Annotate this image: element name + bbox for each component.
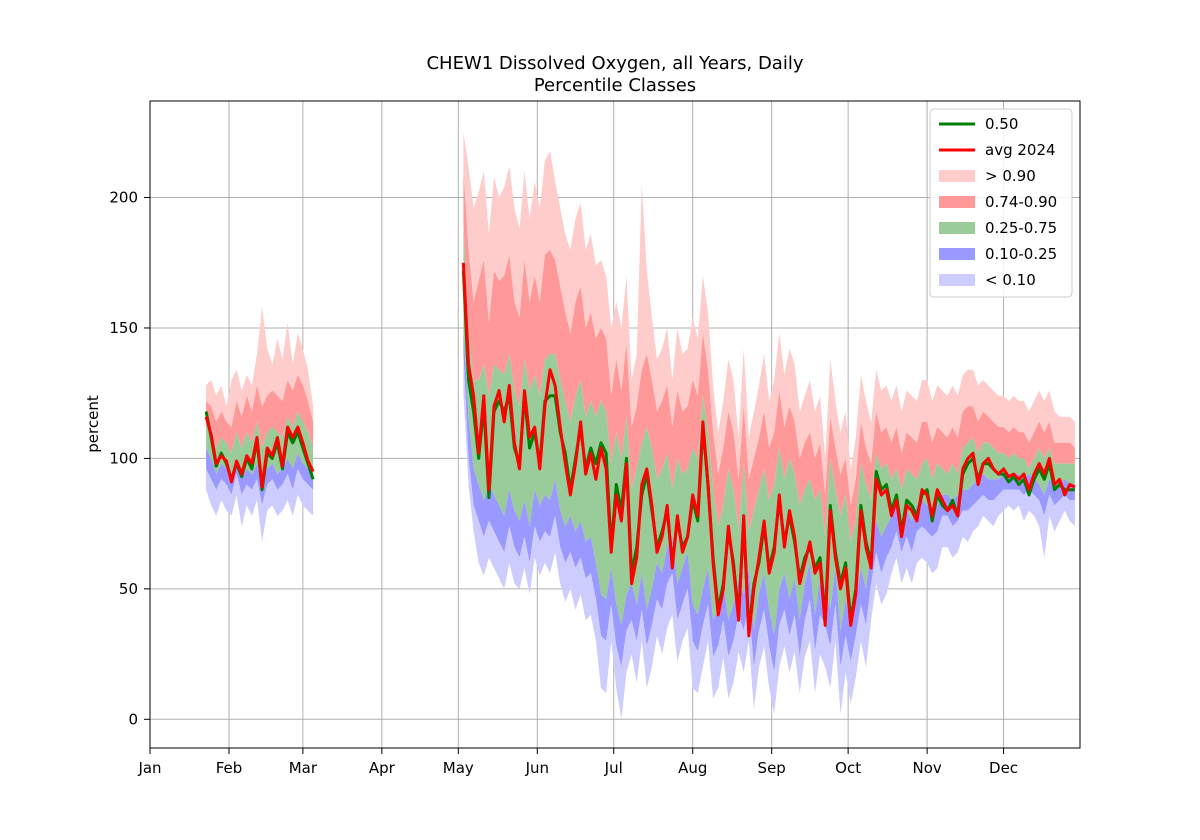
x-tick-label: Apr bbox=[369, 759, 396, 777]
x-tick-label: Jul bbox=[604, 759, 623, 777]
y-tick-label: 150 bbox=[109, 319, 138, 337]
x-tick-label: Nov bbox=[912, 759, 941, 777]
legend-swatch-patch bbox=[939, 170, 975, 182]
legend: 0.50 avg 2024 > 0.90 0.74-0.90 0.25-0.75 0.10… bbox=[929, 108, 1073, 298]
legend-label: 0.50 bbox=[985, 115, 1018, 133]
chart-title: CHEW1 Dissolved Oxygen, all Years, Daily bbox=[426, 53, 803, 74]
x-tick-label: Jun bbox=[525, 759, 549, 777]
y-axis-label: percent bbox=[84, 395, 102, 453]
legend-swatch-patch bbox=[939, 274, 975, 286]
y-tick-label: 50 bbox=[119, 580, 138, 598]
x-tick-label: Mar bbox=[289, 759, 318, 777]
legend-label: 0.10-0.25 bbox=[985, 245, 1057, 263]
band-p10-min-seg0 bbox=[206, 468, 314, 542]
legend-label: avg 2024 bbox=[985, 141, 1056, 159]
x-tick-label: Sep bbox=[758, 759, 786, 777]
band-p10-min-seg1 bbox=[463, 354, 1075, 720]
legend-label: 0.74-0.90 bbox=[985, 193, 1057, 211]
x-tick-label: Aug bbox=[678, 759, 707, 777]
legend-swatch-patch bbox=[939, 222, 975, 234]
chart-subtitle: Percentile Classes bbox=[534, 75, 696, 96]
x-tick-label: Feb bbox=[216, 759, 243, 777]
legend-swatch-patch bbox=[939, 196, 975, 208]
x-tick-label: May bbox=[443, 759, 474, 777]
band-p90-p75-seg0 bbox=[206, 374, 314, 454]
band-max-p90-seg1 bbox=[463, 132, 1075, 506]
legend-label: 0.25-0.75 bbox=[985, 219, 1057, 237]
y-tick-label: 200 bbox=[109, 189, 138, 207]
legend-swatch-patch bbox=[939, 248, 975, 260]
axes-frame bbox=[149, 100, 1081, 749]
legend-label: > 0.90 bbox=[985, 167, 1036, 185]
plot-area: Jan Feb Mar Apr May Jun Jul Aug Sep Oct Nov Dec 0 50 1… bbox=[109, 100, 1081, 777]
x-tick-label: Jan bbox=[137, 759, 161, 777]
x-tick-label: Oct bbox=[835, 759, 861, 777]
y-tick-label: 0 bbox=[128, 710, 138, 728]
line-avg2024-seg1 bbox=[461, 262, 1076, 638]
band-p90-p75-seg1 bbox=[463, 171, 1075, 542]
band-p75-p25-seg1 bbox=[463, 223, 1075, 636]
legend-label: < 0.10 bbox=[985, 271, 1036, 289]
x-tick-label: Dec bbox=[989, 759, 1018, 777]
band-max-p90-seg0 bbox=[206, 307, 314, 428]
line-avg2024-seg0 bbox=[204, 416, 315, 489]
y-tick-label: 100 bbox=[109, 449, 138, 467]
